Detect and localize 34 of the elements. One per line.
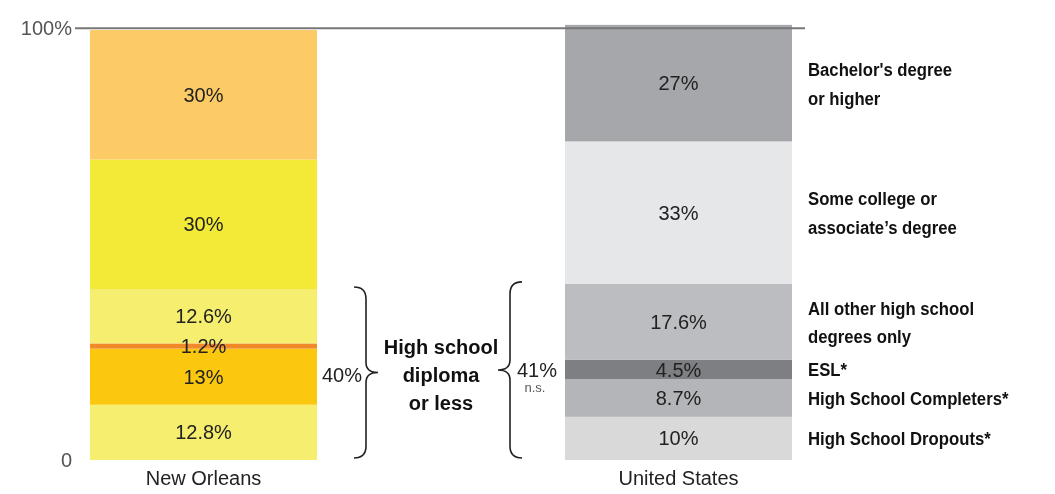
series-label: Bachelor's degree or higher [808,58,953,110]
bar [565,416,792,460]
data-label: 12.6% [175,305,233,328]
bar [565,283,792,360]
y-tick-label: 0 [60,449,72,471]
bar [90,159,317,290]
annotation: 41% [516,358,558,381]
data-label: 10% [658,427,699,450]
data-label: 1.2% [180,335,227,358]
data-label: 27% [658,72,699,95]
bar [565,359,792,380]
data-label: 8.7% [655,387,702,410]
bar [565,379,792,417]
bar [90,30,317,160]
x-tick-label: United States [618,467,739,489]
bar [565,141,792,284]
annotation: 40% [321,363,363,386]
series-label: Some college or associate’s degree [808,188,957,239]
data-label: 30% [183,213,224,236]
annotation: n.s. [524,379,546,395]
data-label: 30% [183,83,224,106]
series-label: High School Dropouts* [808,428,991,450]
bar [565,24,792,142]
annotation: High school diploma or less [383,335,499,414]
data-label: 12.8% [175,421,233,444]
x-tick-label: New Orleans [145,467,262,489]
series-label: All other high school degrees only [808,297,975,348]
data-label: 13% [183,365,224,388]
data-label: 33% [658,201,699,224]
series-label: ESL* [808,359,848,381]
data-label: 17.6% [650,310,708,333]
y-tick-label: 100% [20,17,73,40]
data-label: 4.5% [655,358,702,381]
series-label: High School Completers* [808,387,1009,409]
